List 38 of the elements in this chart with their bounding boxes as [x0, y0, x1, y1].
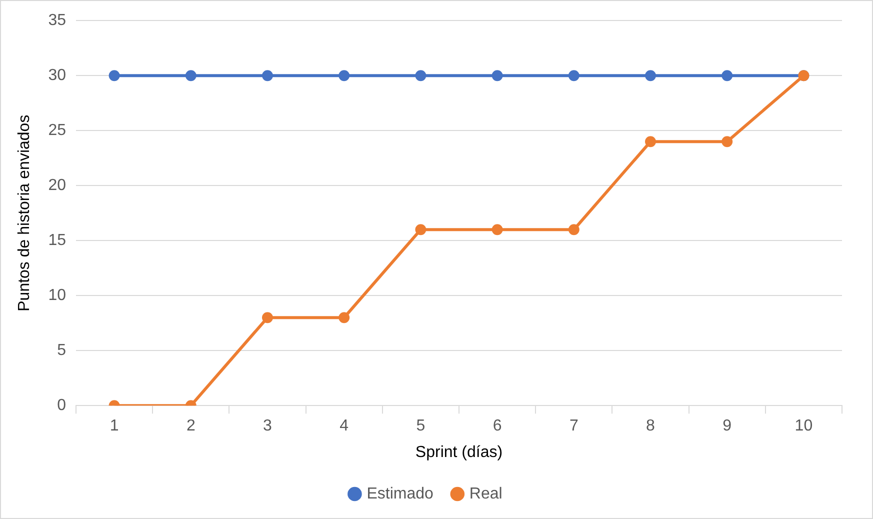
point [262, 312, 273, 324]
point [492, 224, 503, 236]
y-tick-label: 0 [57, 397, 66, 414]
point [645, 70, 656, 82]
point [108, 70, 120, 82]
point [722, 136, 733, 148]
x-tick-label: 4 [340, 418, 349, 435]
point [492, 70, 503, 82]
y-axis-title: Puntos de historia enviados [16, 114, 34, 312]
point [645, 136, 656, 148]
legend-label: Real [469, 485, 502, 502]
y-tick-label: 5 [57, 342, 66, 360]
y-tick-label: 15 [48, 232, 66, 250]
x-tick-label: 3 [263, 418, 272, 435]
legend-label: Estimado [366, 485, 434, 502]
y-tick-label: 30 [48, 67, 66, 84]
x-tick-label: 8 [646, 418, 656, 435]
x-tick-label: 5 [416, 418, 426, 435]
y-tick-label: 20 [48, 177, 66, 194]
point [415, 70, 426, 82]
point [185, 70, 196, 82]
point [568, 70, 580, 82]
x-tick-label: 9 [722, 418, 732, 435]
x-tick-label: 1 [110, 418, 119, 435]
x-axis-title: Sprint (días) [415, 444, 503, 461]
point [722, 70, 733, 82]
point [262, 70, 273, 82]
x-tick-label: 10 [794, 418, 813, 435]
x-tick-label: 7 [569, 418, 578, 435]
y-tick-label: 10 [48, 287, 66, 304]
point [415, 224, 426, 236]
y-tick-label: 25 [48, 122, 66, 140]
point [568, 224, 580, 236]
x-tick-label: 2 [186, 418, 196, 435]
point [338, 70, 350, 82]
x-tick-label: 6 [492, 418, 502, 435]
point [338, 312, 350, 324]
y-tick-label: 35 [48, 12, 66, 30]
